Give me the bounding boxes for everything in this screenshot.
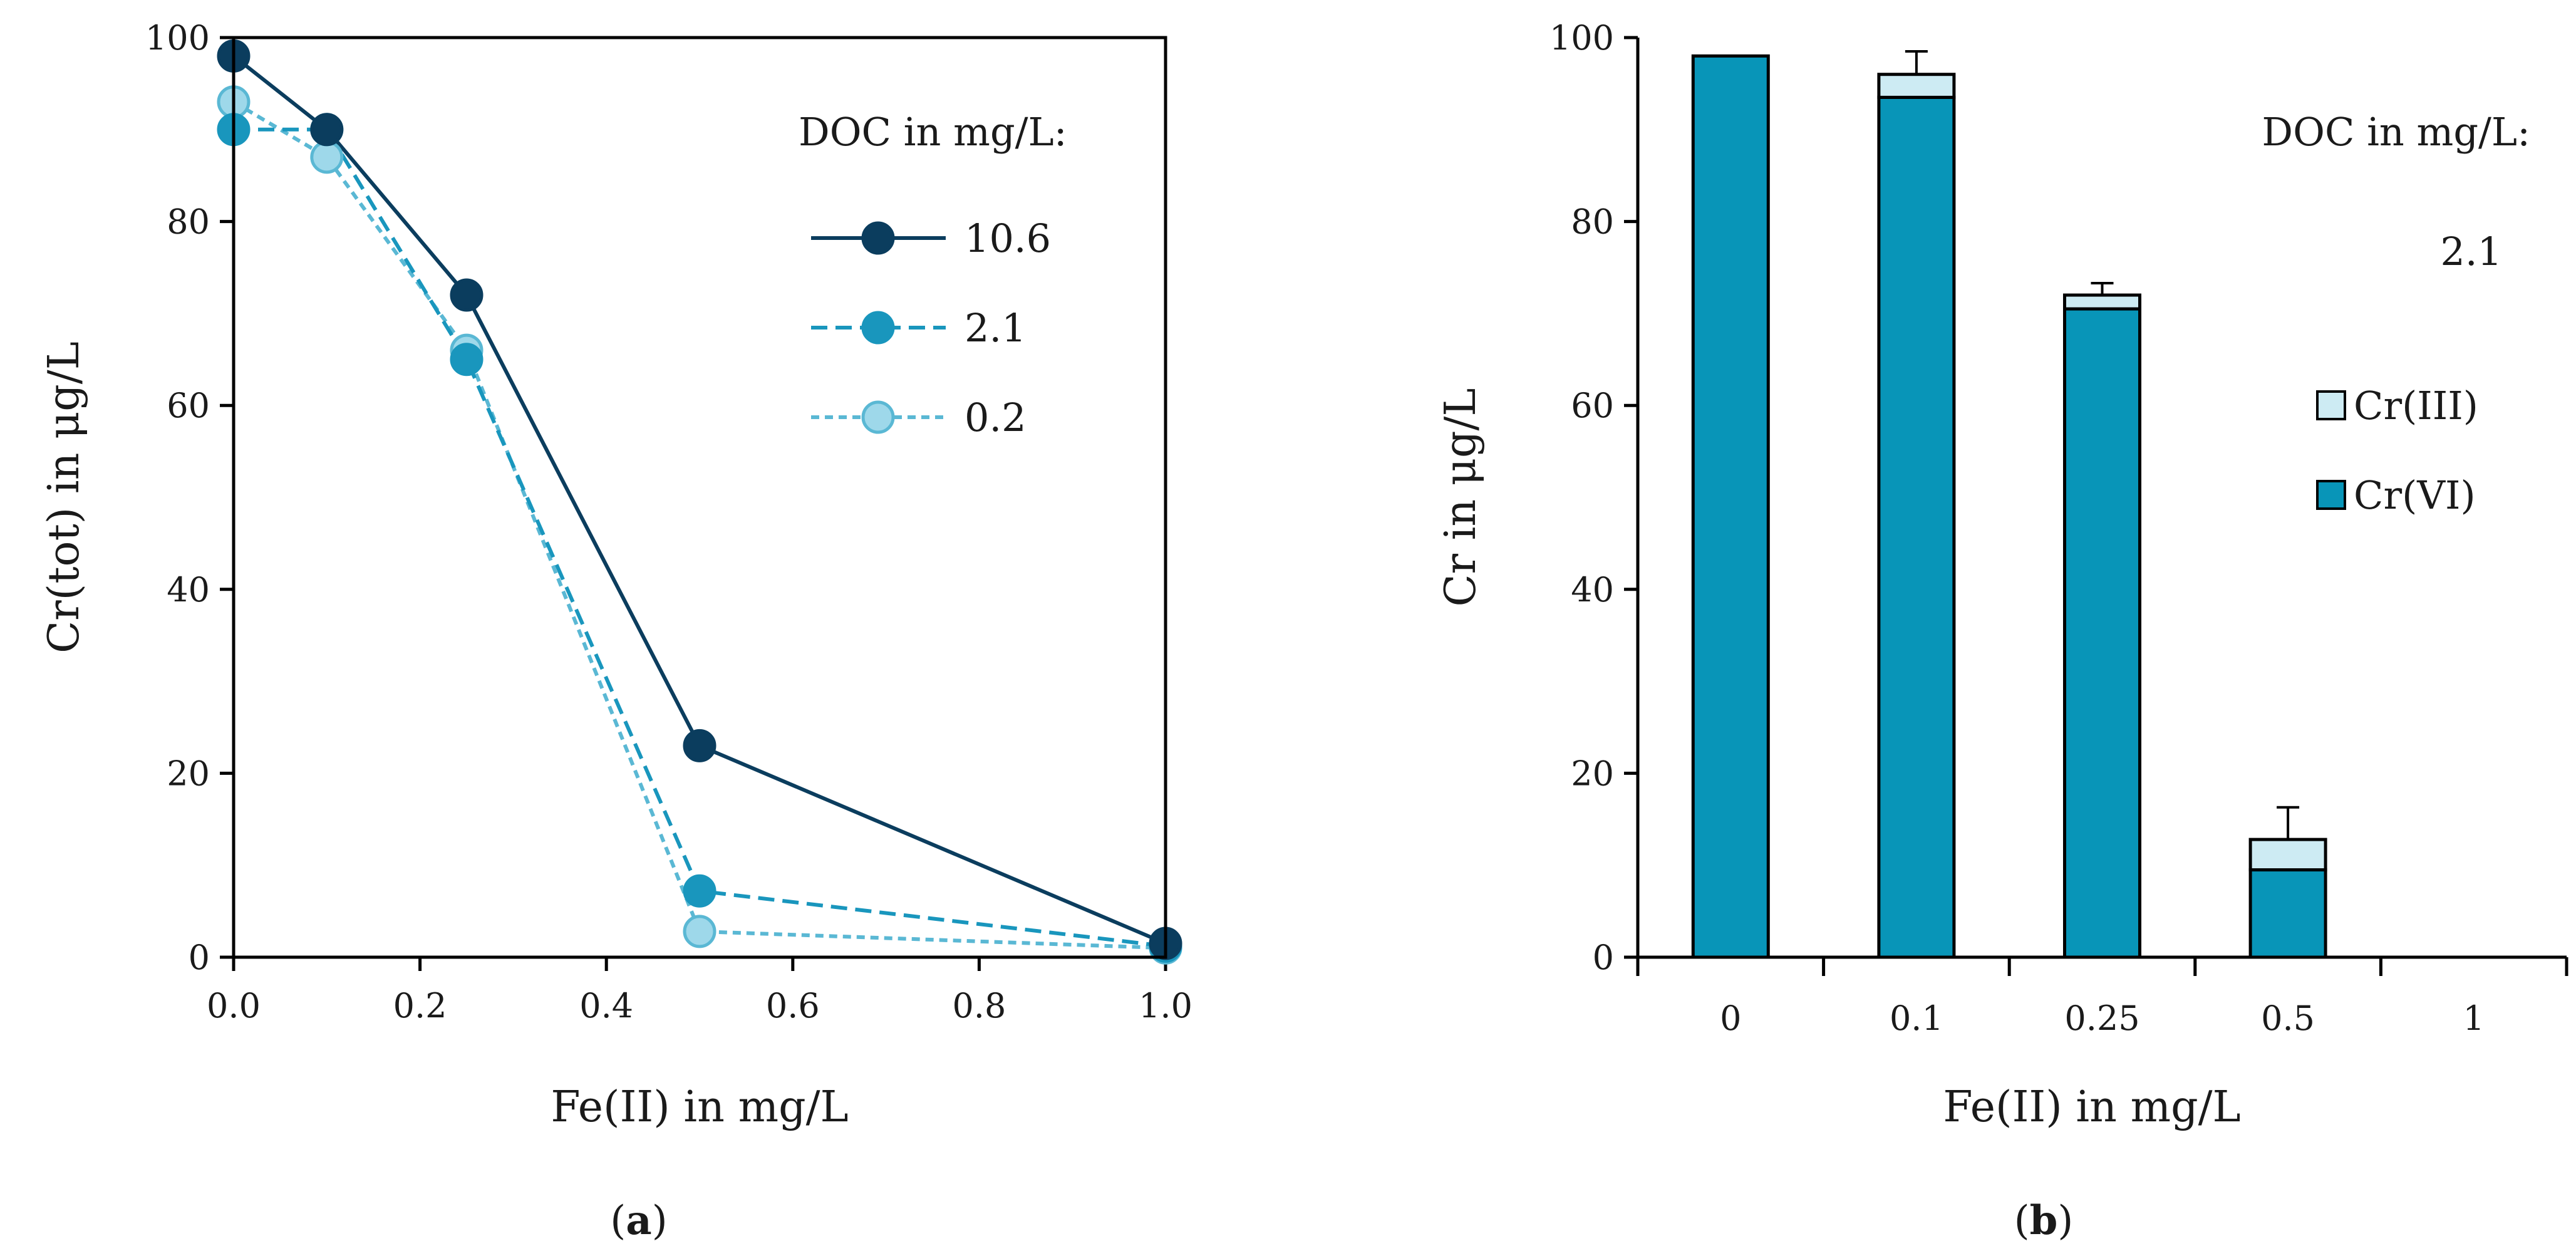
chart-a-ylabel: Cr(tot) in μg/L <box>39 341 89 653</box>
chart-b-panel-label: (b) <box>2014 1197 2074 1244</box>
chart-a-panel-label: (a) <box>610 1197 667 1244</box>
legend-label-Cr(III): Cr(III) <box>2354 383 2478 428</box>
chart-a-y-tick-label: 60 <box>167 386 210 425</box>
bar-Cr(III)-0.1 <box>1877 73 1956 99</box>
chart-a-y-tick-label: 40 <box>167 570 210 610</box>
chart-a-legend: 10.6 2.1 0.2 <box>811 215 1051 440</box>
bar-Cr(VI)-0.5 <box>2248 868 2327 959</box>
chart-b-y-tick-label: 0 <box>1593 938 1614 977</box>
series-line-2.1 <box>234 127 1166 948</box>
chart-a: 0 20 40 60 80 100 0.0 0.2 0.4 0.6 0.8 1.0 Fe(II) in… <box>39 18 1192 1244</box>
chart-b-y-tick-label: 60 <box>1571 386 1614 425</box>
chart-b-y-tick-label: 80 <box>1571 202 1614 242</box>
legend-label-2.1: 2.1 <box>965 305 1027 351</box>
chart-a-x-tick-label: 0.0 <box>207 986 261 1025</box>
legend-swatch-Cr(VI) <box>2316 480 2346 510</box>
chart-a-x-tick-label: 0.2 <box>393 986 447 1025</box>
chart-b-x-tick-label: 0 <box>1720 999 1741 1038</box>
chart-a-legend-title: DOC in mg/L: <box>799 109 1067 155</box>
bar-Cr(III)-0.5 <box>2248 838 2327 872</box>
legend-swatch-Cr(III) <box>2316 390 2346 420</box>
chart-a-x-tick-label: 1.0 <box>1139 986 1192 1025</box>
chart-a-y-tick-label: 20 <box>167 754 210 793</box>
chart-b-ylabel: Cr in μg/L <box>1436 388 1486 606</box>
chart-b-legend-value: 2.1 <box>2440 229 2502 274</box>
chart-a-lines <box>232 55 1167 950</box>
bar-Cr(III)-0.25 <box>2063 293 2141 311</box>
data-point-10.6 <box>450 278 484 312</box>
legend-marker-2.1 <box>861 311 895 345</box>
bar-Cr(VI)-0 <box>1691 54 1770 959</box>
chart-a-xlabel: Fe(II) in mg/L <box>551 1082 848 1132</box>
data-point-10.6 <box>310 113 344 147</box>
chart-b-xlabel: Fe(II) in mg/L <box>1943 1082 2240 1132</box>
legend-label-0.2: 0.2 <box>965 395 1027 440</box>
chart-b-legend-title: DOC in mg/L: <box>2262 109 2530 155</box>
chart-a-x-tick-label: 0.4 <box>579 986 633 1025</box>
chart-a-y-tick-label: 100 <box>145 18 210 58</box>
chart-b-bars <box>1691 50 2511 959</box>
series-line-10.6 <box>232 55 1167 945</box>
bar-Cr(VI)-0.25 <box>2063 307 2141 959</box>
data-point-2.1 <box>450 343 484 376</box>
bar-Cr(VI)-0.1 <box>1877 95 1956 959</box>
legend-marker-0.2 <box>861 400 895 434</box>
chart-b-x-tick-label: 1 <box>2463 999 2485 1038</box>
chart-a-y-tick-label: 80 <box>167 202 210 242</box>
chart-b-y-tick-label: 100 <box>1549 18 1614 58</box>
chart-a-ticks: 0 20 40 60 80 100 0.0 0.2 0.4 0.6 0.8 1.0 <box>145 18 1192 1025</box>
legend-label-10.6: 10.6 <box>965 215 1051 261</box>
chart-a-x-tick-label: 0.6 <box>766 986 820 1025</box>
chart-b-legend: Cr(III) Cr(VI) <box>2316 383 2478 518</box>
chart-a-y-tick-label: 0 <box>189 938 210 977</box>
chart-b-y-tick-label: 40 <box>1571 570 1614 610</box>
data-point-10.6 <box>683 729 716 762</box>
data-point-0.2 <box>310 140 344 174</box>
chart-b-ticks: 0 20 40 60 80 100 0 0.1 0.25 0.5 1 <box>1549 18 2568 1038</box>
data-point-2.1 <box>683 874 716 908</box>
chart-a-x-tick-label: 0.8 <box>952 986 1006 1025</box>
legend-marker-10.6 <box>861 221 895 255</box>
chart-a-plot-frame <box>232 36 1167 959</box>
chart-b-y-tick-label: 20 <box>1571 754 1614 793</box>
chart-b-x-tick-label: 0.1 <box>1890 999 1943 1038</box>
chart-a-points <box>217 39 1182 965</box>
chart-b-x-tick-label: 0.5 <box>2261 999 2315 1038</box>
data-point-0.2 <box>683 915 716 948</box>
legend-label-Cr(VI): Cr(VI) <box>2354 472 2476 518</box>
chart-b-x-tick-label: 0.25 <box>2064 999 2139 1038</box>
